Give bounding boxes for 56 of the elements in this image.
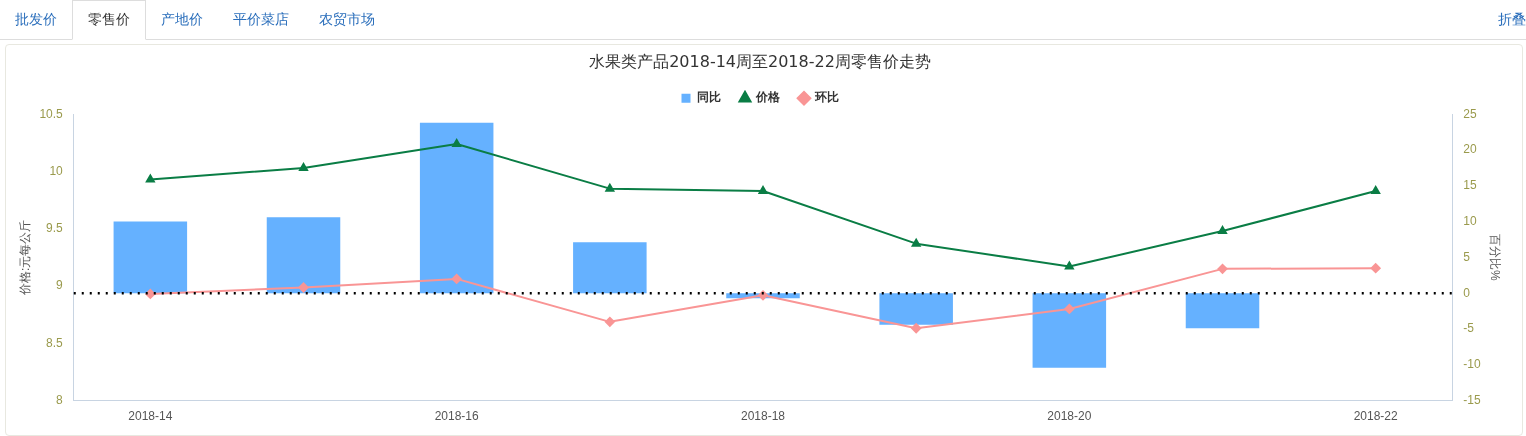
point xyxy=(1371,185,1381,194)
y2-tick-label: -10 xyxy=(1463,357,1481,372)
point xyxy=(758,185,768,194)
y2-tick-label: 20 xyxy=(1463,142,1477,157)
point xyxy=(604,316,615,327)
chart-title: 水果类产品2018-14周至2018-22周零售价走势 xyxy=(589,51,931,71)
legend-label: 价格 xyxy=(754,90,781,105)
y2-tick-label: 0 xyxy=(1463,285,1471,300)
x-tick-label: 2018-18 xyxy=(740,409,786,424)
point xyxy=(605,183,615,192)
x-tick-label: 2018-22 xyxy=(1353,409,1399,424)
point xyxy=(911,323,922,334)
text: 批发价 xyxy=(14,9,58,29)
y-tick-label: 8.5 xyxy=(46,335,64,350)
point xyxy=(145,288,156,299)
point xyxy=(298,282,309,293)
bar xyxy=(1185,293,1260,329)
y2-tick-label: 5 xyxy=(1463,249,1471,264)
point xyxy=(1217,263,1228,274)
y2-tick-label: -5 xyxy=(1463,321,1475,336)
point xyxy=(1064,303,1075,314)
y2-tick-label: 15 xyxy=(1463,178,1477,193)
legend-label: 环比 xyxy=(813,90,839,105)
bar xyxy=(266,217,341,294)
y-tick-label: 10.5 xyxy=(39,106,64,121)
text: 折叠 xyxy=(1497,9,1526,29)
y2-tick-label: 25 xyxy=(1463,106,1477,121)
bar xyxy=(1032,293,1107,368)
point xyxy=(451,273,462,284)
point xyxy=(1370,263,1381,274)
point xyxy=(452,138,462,147)
point xyxy=(1218,226,1227,235)
text: 零售价 xyxy=(72,0,146,40)
y2-axis-title: 百分比% xyxy=(1488,234,1503,282)
point xyxy=(1064,261,1074,270)
text: 农贸市场 xyxy=(318,9,376,29)
point xyxy=(911,238,921,247)
bar xyxy=(419,122,494,294)
x-tick-label: 2018-14 xyxy=(128,409,173,424)
bar xyxy=(573,242,647,294)
y-tick-label: 8 xyxy=(56,392,64,407)
point xyxy=(299,163,308,172)
y2-tick-label: -15 xyxy=(1463,392,1481,407)
bar xyxy=(113,221,188,294)
point xyxy=(145,174,155,183)
x-tick-label: 2018-16 xyxy=(434,409,480,424)
legend-label: 同比 xyxy=(696,90,721,105)
y-axis-title: 价格:元每公斤 xyxy=(17,219,32,297)
y-tick-label: 9 xyxy=(56,278,64,293)
text: 平价菜店 xyxy=(232,9,290,29)
bar xyxy=(879,293,953,325)
y-tick-label: 10 xyxy=(49,163,64,178)
y2-tick-label: 10 xyxy=(1463,213,1477,228)
y-tick-label: 9.5 xyxy=(46,221,64,236)
x-tick-label: 2018-20 xyxy=(1047,409,1092,424)
text: 产地价 xyxy=(160,9,204,29)
